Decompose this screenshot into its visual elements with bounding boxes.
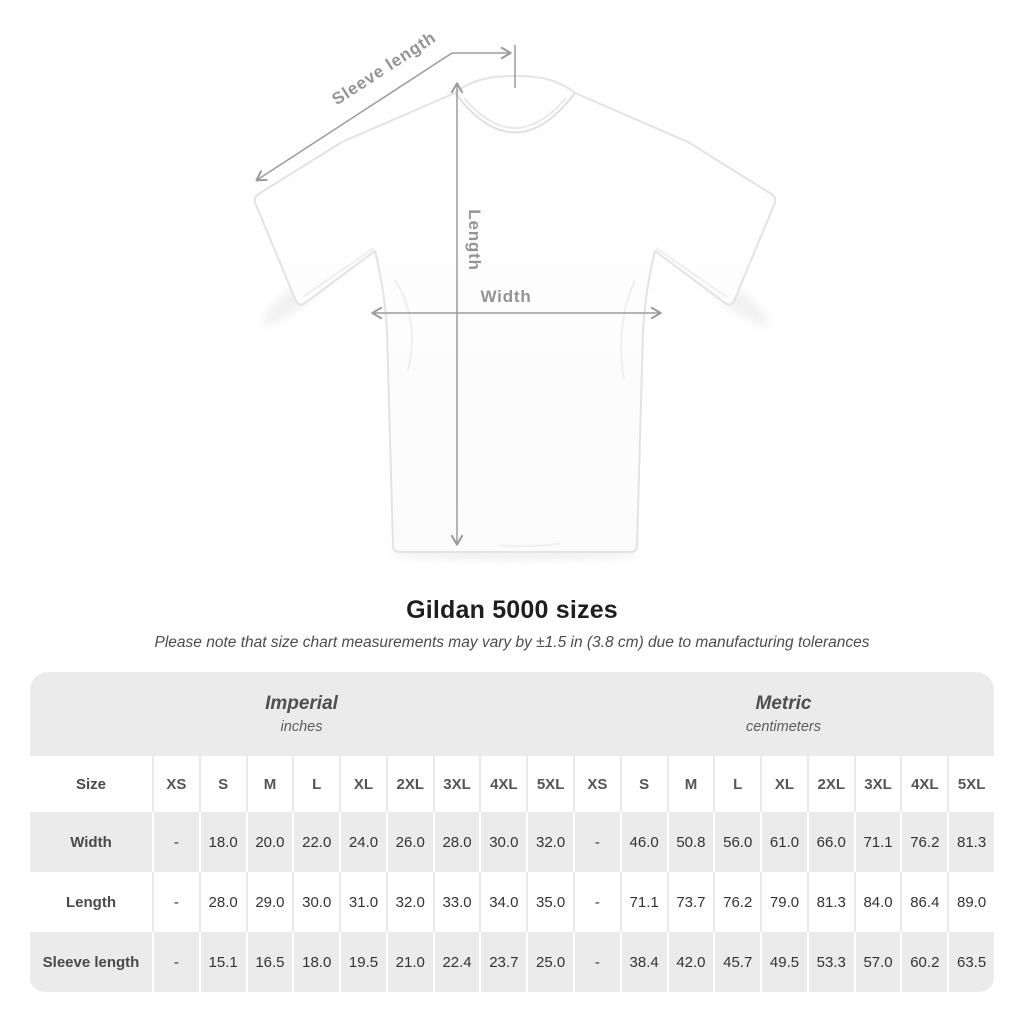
table-cell: 66.0	[806, 812, 854, 872]
table-cell: 22.0	[292, 812, 339, 872]
tshirt-seams	[302, 247, 728, 548]
col-metric-4xl: 4XL	[900, 756, 947, 812]
table-cell: 81.3	[806, 872, 854, 932]
table-cell: 28.0	[198, 872, 246, 932]
table-cell: 29.0	[245, 872, 293, 932]
imperial-sublabel: inches	[280, 719, 323, 735]
table-cell: 42.0	[666, 932, 714, 992]
measurement-annotations	[255, 45, 662, 546]
table-cell: 32.0	[526, 812, 573, 872]
sleeve-length-arrow	[255, 52, 453, 182]
col-imperial-xs: XS	[152, 756, 199, 812]
table-cell: 38.4	[619, 932, 667, 992]
col-metric-2xl: 2XL	[806, 756, 854, 812]
imperial-group-header: Imperial inches	[30, 672, 573, 756]
col-metric-l: L	[713, 756, 760, 812]
table-cell: -	[573, 872, 620, 932]
table-cell: 32.0	[385, 872, 433, 932]
table-cell: -	[152, 812, 199, 872]
unit-group-row: Imperial inches Metric centimeters	[30, 672, 994, 756]
table-cell: 76.2	[713, 872, 760, 932]
col-metric-s: S	[619, 756, 667, 812]
table-row-length: Length - 28.0 29.0 30.0 31.0 32.0 33.0 3…	[30, 872, 994, 932]
col-imperial-m: M	[245, 756, 293, 812]
table-cell: 21.0	[385, 932, 433, 992]
col-imperial-4xl: 4XL	[479, 756, 526, 812]
table-cell: 18.0	[292, 932, 339, 992]
tshirt-outline	[253, 75, 777, 553]
table-cell: 35.0	[526, 872, 573, 932]
table-cell: -	[573, 812, 620, 872]
table-cell: 56.0	[713, 812, 760, 872]
page-subtitle: Please note that size chart measurements…	[154, 634, 870, 651]
table-cell: 15.1	[198, 932, 246, 992]
table-cell: 76.2	[900, 812, 947, 872]
imperial-label: Imperial	[265, 693, 338, 714]
length-label: Length	[465, 209, 484, 270]
metric-label: Metric	[755, 693, 812, 714]
table-cell: 18.0	[198, 812, 246, 872]
table-cell: 84.0	[853, 872, 901, 932]
table-cell: 79.0	[760, 872, 807, 932]
col-imperial-s: S	[198, 756, 246, 812]
col-metric-5xl: 5XL	[947, 756, 994, 812]
col-metric-xs: XS	[573, 756, 620, 812]
table-cell: 60.2	[900, 932, 947, 992]
col-imperial-2xl: 2XL	[385, 756, 433, 812]
table-cell: 86.4	[900, 872, 947, 932]
col-metric-m: M	[666, 756, 714, 812]
width-label: Width	[480, 287, 531, 306]
row-label-width: Width	[70, 833, 112, 851]
table-cell: 46.0	[619, 812, 667, 872]
table-cell: 23.7	[479, 932, 526, 992]
tshirt-diagram: Width Length Sleeve length	[253, 28, 777, 559]
col-imperial-5xl: 5XL	[526, 756, 573, 812]
metric-group-header: Metric centimeters	[573, 672, 994, 756]
table-cell: 45.7	[713, 932, 760, 992]
table-cell: 31.0	[339, 872, 386, 932]
table-cell: 24.0	[339, 812, 386, 872]
table-cell: 16.5	[245, 932, 293, 992]
table-cell: 30.0	[479, 812, 526, 872]
col-imperial-3xl: 3XL	[432, 756, 480, 812]
table-cell: 61.0	[760, 812, 807, 872]
table-cell: 19.5	[339, 932, 386, 992]
col-imperial-xl: XL	[339, 756, 386, 812]
chart-header: Gildan 5000 sizes Please note that size …	[0, 596, 1024, 652]
row-label-sleeve-length: Sleeve length	[42, 953, 140, 971]
table-cell: 71.1	[853, 812, 901, 872]
metric-sublabel: centimeters	[746, 719, 821, 735]
size-table: Imperial inches Metric centimeters Size …	[30, 672, 994, 992]
table-cell: 57.0	[853, 932, 901, 992]
col-metric-3xl: 3XL	[853, 756, 901, 812]
table-cell: 49.5	[760, 932, 807, 992]
col-imperial-l: L	[292, 756, 339, 812]
table-cell: 63.5	[947, 932, 994, 992]
table-cell: 30.0	[292, 872, 339, 932]
table-cell: 89.0	[947, 872, 994, 932]
table-row-width: Width - 18.0 20.0 22.0 24.0 26.0 28.0 30…	[30, 812, 994, 872]
size-header: Size	[75, 775, 106, 793]
table-cell: 26.0	[385, 812, 433, 872]
table-cell: -	[152, 932, 199, 992]
size-header-row: Size XS S M L XL 2XL 3XL 4XL 5XL XS S M …	[30, 756, 994, 812]
table-cell: 33.0	[432, 872, 480, 932]
table-cell: 20.0	[245, 812, 293, 872]
table-cell: -	[152, 872, 199, 932]
table-cell: 22.4	[432, 932, 480, 992]
table-cell: 28.0	[432, 812, 480, 872]
table-cell: 50.8	[666, 812, 714, 872]
table-cell: 34.0	[479, 872, 526, 932]
table-cell: 81.3	[947, 812, 994, 872]
row-label-length: Length	[66, 893, 116, 911]
table-cell: 71.1	[619, 872, 667, 932]
table-cell: 73.7	[666, 872, 714, 932]
table-row-sleeve-length: Sleeve length - 15.1 16.5 18.0 19.5 21.0…	[30, 932, 994, 992]
table-cell: 25.0	[526, 932, 573, 992]
table-cell: -	[573, 932, 620, 992]
col-metric-xl: XL	[760, 756, 807, 812]
page-title: Gildan 5000 sizes	[406, 596, 618, 624]
table-cell: 53.3	[806, 932, 854, 992]
